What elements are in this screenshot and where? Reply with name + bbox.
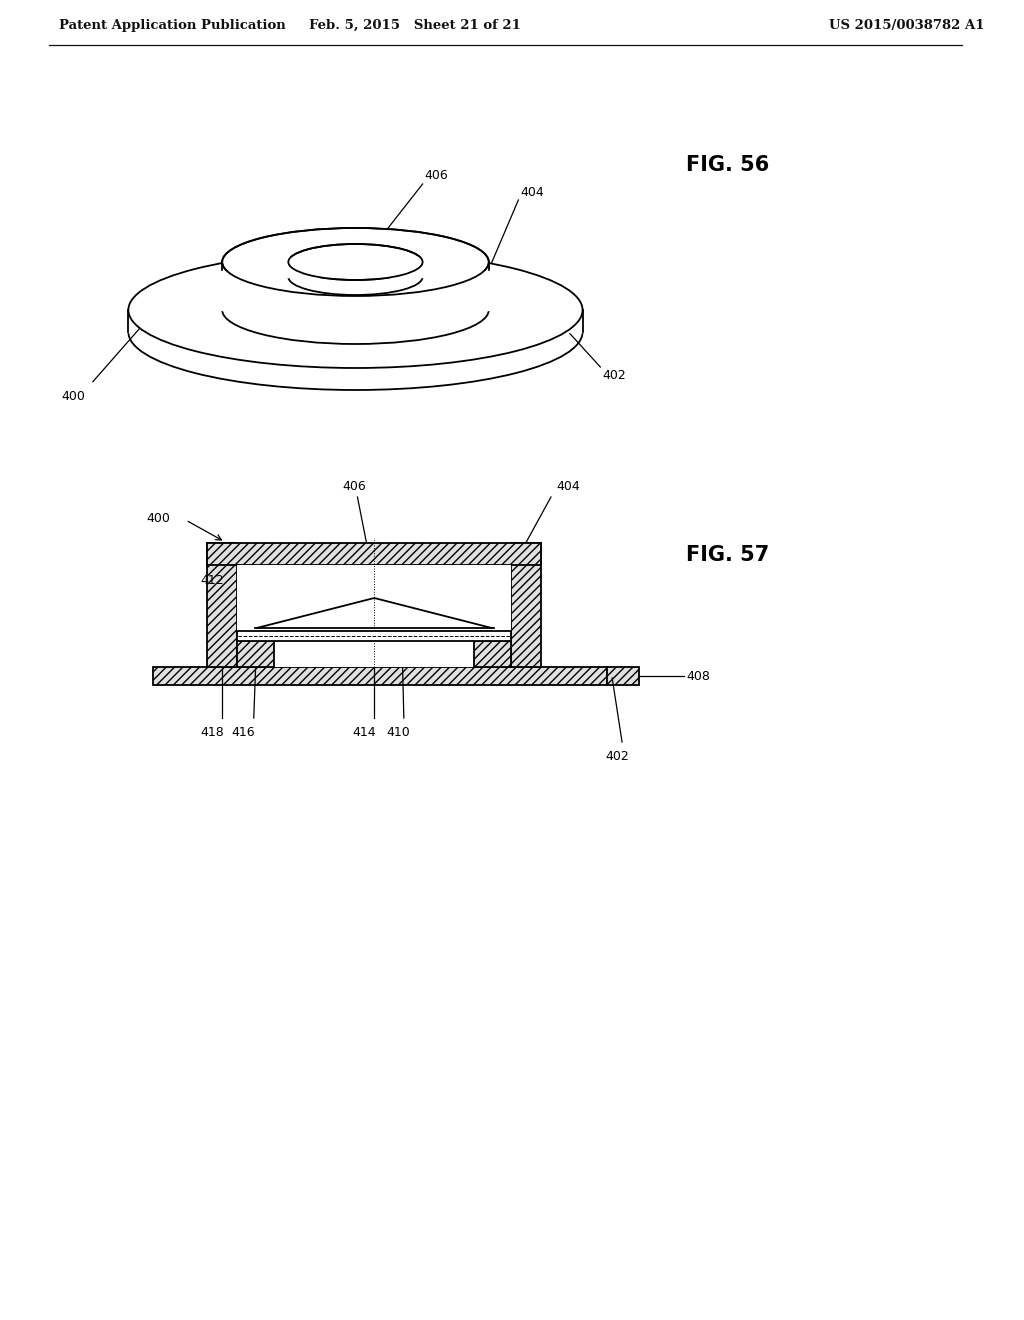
Bar	[287, 257, 425, 277]
Text: 400: 400	[61, 389, 85, 403]
Ellipse shape	[289, 244, 423, 280]
Bar	[237, 631, 511, 642]
Text: FIG. 57: FIG. 57	[686, 545, 769, 565]
Text: 404: 404	[556, 480, 580, 492]
Bar	[474, 642, 511, 667]
Text: 408: 408	[686, 669, 710, 682]
Bar	[511, 543, 541, 667]
Bar	[207, 543, 541, 565]
Ellipse shape	[128, 252, 583, 368]
Text: 404: 404	[520, 186, 544, 199]
Text: Feb. 5, 2015   Sheet 21 of 21: Feb. 5, 2015 Sheet 21 of 21	[309, 18, 520, 32]
Text: 406: 406	[425, 169, 449, 182]
Text: Patent Application Publication: Patent Application Publication	[59, 18, 286, 32]
Ellipse shape	[128, 252, 583, 368]
Text: 412: 412	[201, 574, 224, 587]
Bar	[237, 565, 511, 667]
Text: 418: 418	[201, 726, 224, 739]
Text: 406: 406	[343, 480, 367, 492]
Bar	[220, 271, 490, 310]
Bar	[153, 667, 607, 685]
Bar	[237, 642, 274, 667]
Text: 410: 410	[386, 726, 410, 739]
Text: 416: 416	[231, 726, 255, 739]
Bar	[124, 269, 588, 333]
Text: US 2015/0038782 A1: US 2015/0038782 A1	[829, 18, 985, 32]
Ellipse shape	[222, 228, 488, 296]
Text: FIG. 56: FIG. 56	[686, 154, 769, 176]
Text: 402: 402	[602, 370, 626, 381]
Bar	[607, 667, 639, 685]
Bar	[207, 543, 237, 667]
Text: 402: 402	[605, 750, 629, 763]
Text: 400: 400	[146, 512, 170, 525]
Text: 414: 414	[352, 726, 376, 739]
